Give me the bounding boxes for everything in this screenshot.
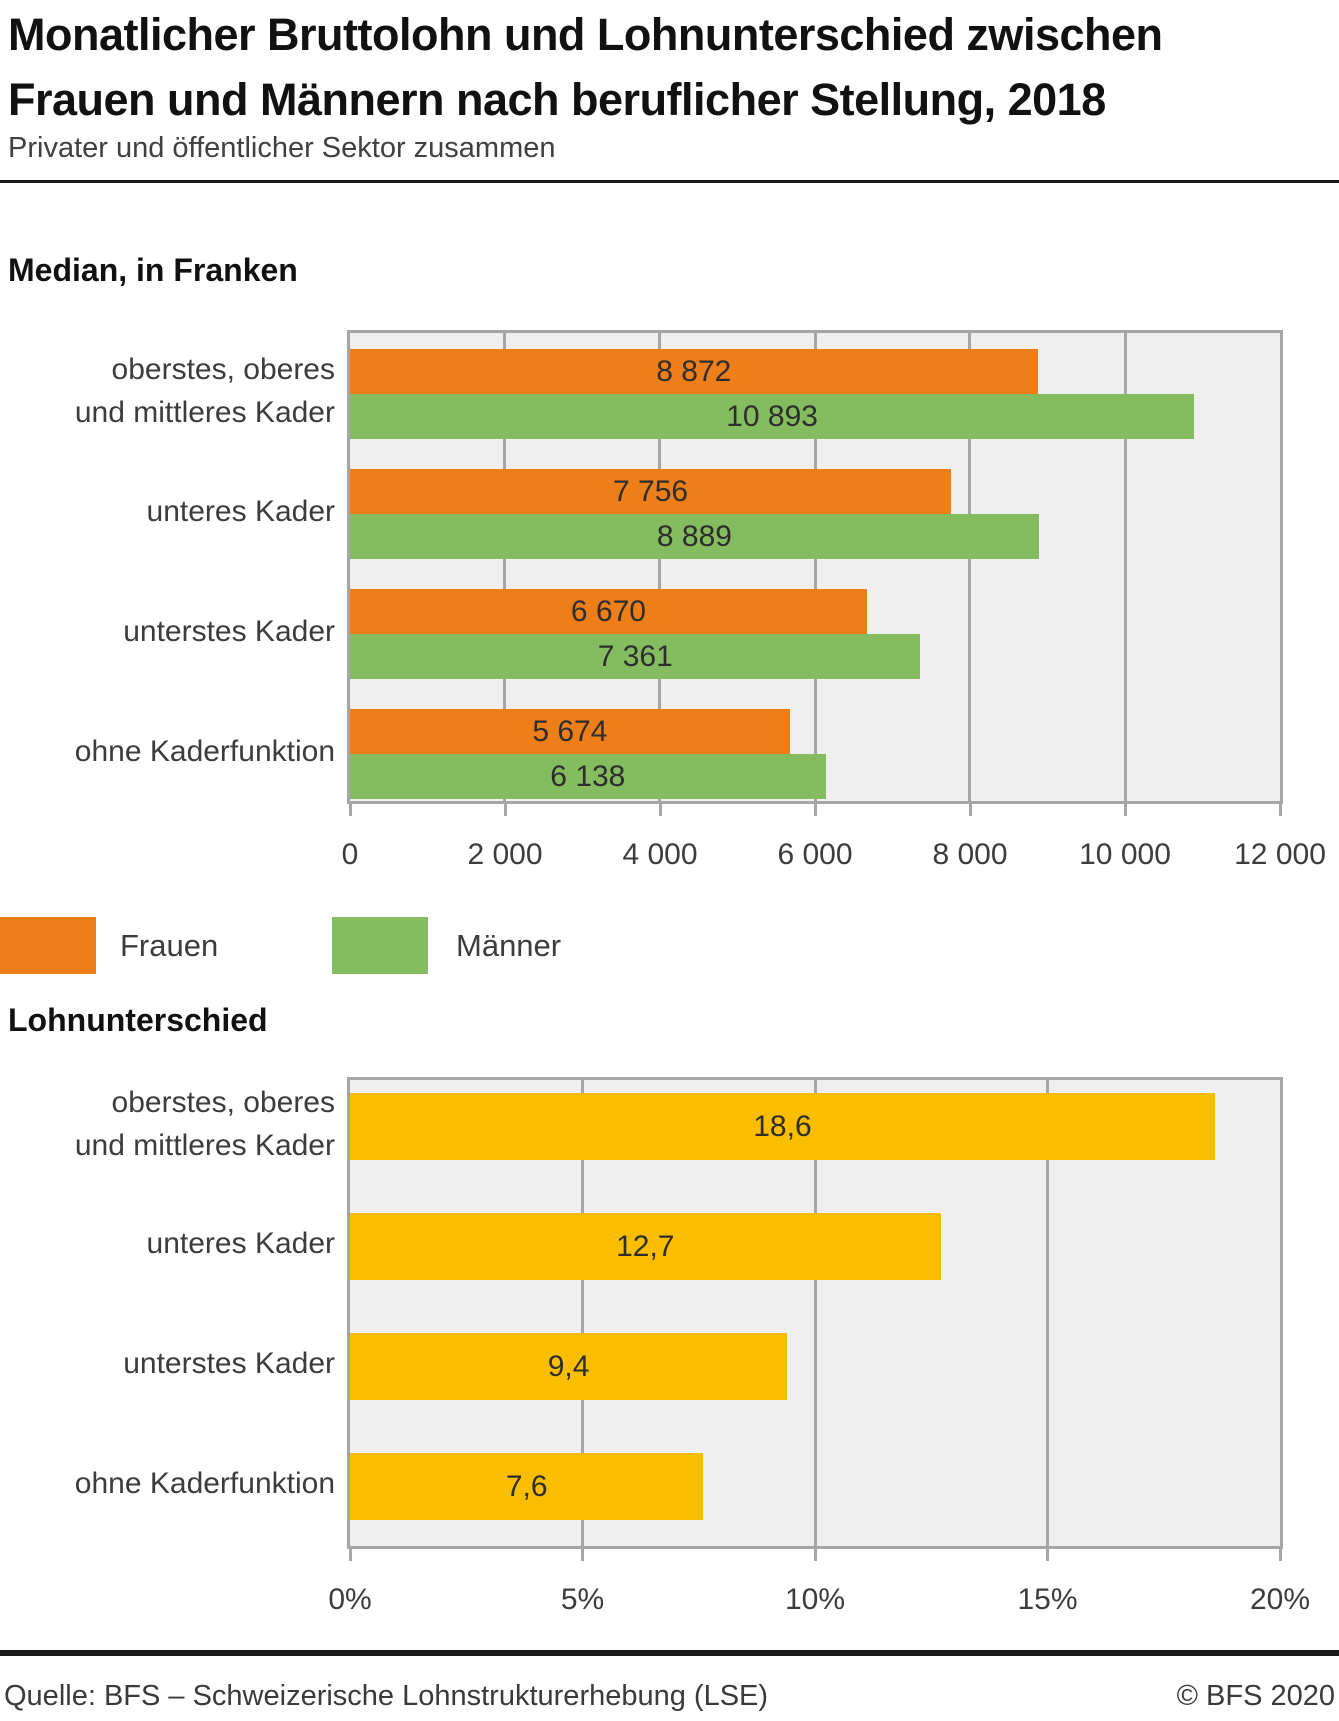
gridline	[968, 333, 972, 801]
axis-tick-label: 15%	[1017, 1583, 1078, 1616]
median-wage-bar-chart: 8 872 10 893 7 756 8 889 6 670 7 361 5 674 6 13…	[0, 330, 1339, 900]
category-label: unteres Kader	[146, 494, 335, 528]
m-nner-bar: 6 138	[350, 754, 826, 799]
gridline	[503, 333, 507, 801]
axis-tick-label: 10 000	[1079, 838, 1171, 871]
axis-tick	[1046, 1548, 1049, 1561]
lohnunterschied-bar: 7,6	[350, 1453, 704, 1520]
category-label: oberstes, oberes und mittleres Kader	[74, 353, 335, 429]
axis-tick	[813, 803, 817, 816]
chart2-section-title: Lohnunterschied	[8, 1002, 268, 1038]
frauen-bar: 7 756	[350, 469, 952, 514]
bar-value-label: 8 872	[656, 354, 732, 388]
m-nner-bar: 7 361	[350, 634, 921, 679]
axis-tick-label: 8 000	[932, 838, 1008, 871]
wage-gap-bar-chart: 18,6 12,7 9,4 7,6 oberstes, oberes und mittl…	[0, 1077, 1339, 1647]
bar-value-label: 10 893	[726, 399, 818, 433]
gridline	[1123, 333, 1127, 801]
footer-divider	[0, 1650, 1339, 1656]
frauen-bar: 8 872	[350, 349, 1038, 394]
bar-value-label: 9,4	[547, 1349, 590, 1383]
axis-tick-label: 0%	[328, 1583, 372, 1616]
axis-tick	[813, 1548, 817, 1561]
bar-value-label: 12,7	[616, 1229, 675, 1263]
copyright-note: © BFS 2020	[1176, 1680, 1335, 1712]
bar-value-label: 6 138	[550, 759, 626, 793]
gridline	[581, 1080, 584, 1546]
bar-value-label: 7 756	[613, 474, 689, 508]
axis-tick	[658, 803, 662, 816]
axis-tick-label: 2 000	[467, 838, 543, 871]
m-nner-bar: 10 893	[350, 394, 1195, 439]
axis-tick-label: 6 000	[777, 838, 853, 871]
axis-tick-label: 10%	[784, 1583, 846, 1616]
axis-tick	[348, 1548, 352, 1561]
axis-tick-label: 4 000	[622, 838, 698, 871]
category-label: ohne Kaderfunktion	[74, 734, 335, 768]
axis-tick	[1123, 803, 1127, 816]
m-nner-bar: 8 889	[350, 514, 1039, 559]
header-divider	[0, 180, 1339, 183]
footer: Quelle: BFS – Schweizerische Lohnstruktu…	[4, 1680, 1335, 1713]
gridline	[813, 333, 817, 801]
bar-value-label: 7,6	[505, 1469, 548, 1503]
axis-tick	[1278, 803, 1282, 816]
lohnunterschied-bar: 12,7	[350, 1213, 941, 1280]
gridline	[1046, 1080, 1049, 1546]
axis-tick	[503, 803, 507, 816]
legend-label-maenner: Männer	[456, 927, 562, 963]
bar-value-label: 6 670	[570, 594, 646, 628]
lohnunterschied-bar: 9,4	[350, 1333, 788, 1400]
category-label: oberstes, oberes und mittleres Kader	[74, 1085, 335, 1162]
category-label: unterstes Kader	[123, 614, 335, 648]
category-label: ohne Kaderfunktion	[74, 1467, 335, 1500]
axis-tick	[968, 803, 972, 816]
source-note: Quelle: BFS – Schweizerische Lohnstruktu…	[4, 1680, 769, 1712]
legend: Frauen Männer	[0, 917, 1339, 974]
legend-swatch-frauen	[0, 917, 96, 974]
axis-tick	[1278, 1548, 1282, 1561]
lohnunterschied-bar: 18,6	[350, 1093, 1215, 1160]
bar-value-label: 8 889	[656, 519, 732, 553]
bar-value-label: 7 361	[597, 639, 673, 673]
axis-tick	[581, 1548, 584, 1561]
page-title: Monatlicher Bruttolohn und Lohnunterschi…	[8, 9, 1163, 125]
bar-value-label: 18,6	[753, 1109, 812, 1143]
category-label: unterstes Kader	[123, 1347, 335, 1380]
gridline	[658, 333, 662, 801]
axis-tick-label: 0	[341, 838, 359, 871]
frauen-bar: 5 674	[350, 709, 790, 754]
axis-tick-label: 5%	[560, 1583, 605, 1616]
category-label: unteres Kader	[146, 1227, 335, 1260]
frauen-bar: 6 670	[350, 589, 867, 634]
legend-swatch-maenner	[332, 917, 428, 974]
gridline	[813, 1080, 817, 1546]
axis-tick-label: 20%	[1249, 1583, 1311, 1616]
axis-tick-label: 12 000	[1234, 838, 1326, 871]
page-subtitle: Privater und öffentlicher Sektor zusamme…	[8, 132, 556, 164]
axis-tick	[348, 803, 352, 816]
plot-area: 8 872 10 893 7 756 8 889 6 670 7 361 5 674 6 13…	[347, 330, 1283, 804]
chart1-section-title: Median, in Franken	[8, 252, 298, 288]
plot-area: 18,6 12,7 9,4 7,6	[347, 1077, 1283, 1549]
bar-value-label: 5 674	[532, 714, 608, 748]
legend-label-frauen: Frauen	[120, 927, 219, 963]
